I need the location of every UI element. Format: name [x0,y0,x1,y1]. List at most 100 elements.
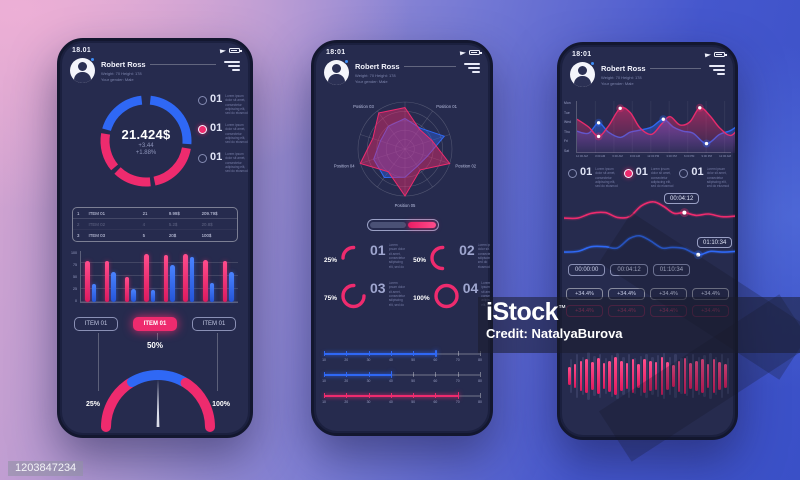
table-row[interactable]: 1 ITEM 01 21 9.99$ 209.79$ [73,208,237,219]
profile-header: Robert Ross Weight: 70 Height: 178 Your g… [324,59,480,85]
option-number: 01 [210,151,223,163]
slider-handle[interactable] [435,350,438,357]
table-cell: 3 [77,233,80,238]
time-chip[interactable]: 00:04:12 [610,264,648,276]
waveform-bar [709,353,712,399]
waveform-bar [700,358,704,394]
progress-bar[interactable] [367,219,439,231]
radio-circle[interactable] [679,169,689,178]
item-number: 01 [370,242,386,258]
weekly-wave-chart: Mon Tue Wed Thu Fri Sat 12:00 AM 3:00 AM 6:00 A… [564,101,735,158]
table-cell: 1 [77,210,80,216]
waveform-bar [660,357,664,395]
waveform-bar [614,356,617,396]
tab-item[interactable]: ITEM 01 [74,317,118,331]
status-time: 18:01 [326,49,346,56]
menu-icon[interactable] [222,58,240,71]
gauge-chart [84,353,232,433]
bar-blue [209,283,215,302]
waveform-bar [685,355,689,397]
table-cell: 209.79$ [201,210,218,216]
table-cell: 100$ [201,233,212,238]
items-table: 1 ITEM 01 21 9.99$ 209.79$ 2 ITEM 02 4 5.2$ 20.8$… [72,207,238,242]
waveform-bar [691,353,695,399]
tab-item[interactable]: ITEM 01 [133,317,177,331]
bar-blue [131,288,136,302]
option-text: Lorem ipsum dolor sit amet, consectetur … [225,123,249,145]
status-time: 18:01 [572,51,592,58]
table-row[interactable]: 2 ITEM 02 4 5.2$ 20.8$ [73,219,237,230]
waveform-bar [568,366,571,386]
slider-group: 10 20 30 40 50 60 70 80 10 20 30 40 50 60 70 80 10 20 30 40… [322,349,482,405]
bar-blue [229,272,234,302]
option-text: Lorem ipsum dolor sit amet, consectetur … [225,152,249,174]
waveform-bar [695,361,698,391]
radio-option[interactable]: 01 Lorem ipsum dolor sit amet, consectetu… [623,167,676,189]
bar-pink [183,253,188,302]
tab-connector [157,333,158,340]
profile-meta: Weight: 70 Height: 178 Your gender: Male [355,73,396,84]
avatar[interactable] [570,62,595,87]
table-row[interactable]: 3 ITEM 03 5 20$ 100$ [73,230,237,241]
time-chip[interactable]: 01:10:34 [652,264,691,276]
menu-icon[interactable] [707,62,725,75]
percent-arc [341,283,366,309]
radio-option[interactable]: 01 Lorem ipsum dolor sit amet, consectetu… [679,167,731,189]
radio-circle[interactable] [198,96,207,105]
time-chip-row: 00:00:00 00:04:12 01:10:34 [568,264,691,276]
waveform-bar [703,354,706,398]
slider[interactable]: 10 20 30 40 50 60 70 80 [322,391,482,405]
item-number: 02 [459,242,475,258]
radio-option[interactable]: 01 Lorem ipsum dolor sit amet, consectetu… [198,123,250,145]
option-text: Lorem ipsum dolor sit amet, consectetur … [225,94,249,116]
menu-icon[interactable] [462,60,480,73]
radio-circle[interactable] [198,125,207,134]
radio-circle[interactable] [198,154,207,163]
waveform-bar [683,358,687,394]
waveform-bar-chart [568,345,729,407]
waveform-bar [616,353,619,399]
waveform-bar [654,362,658,390]
bar-pink [203,259,208,302]
waveform-bar [573,363,577,389]
table-cell: 20$ [168,233,177,238]
avatar[interactable] [324,60,349,85]
waveform-bar [570,358,573,394]
time-chip[interactable]: 00:00:00 [568,264,606,276]
tab-item[interactable]: ITEM 01 [192,317,236,331]
slider-handle[interactable] [457,392,460,399]
bar-pink [222,261,228,302]
waveform-bar [714,356,718,396]
waveform-bar [581,357,584,395]
percent-arc [430,245,455,271]
online-badge [344,59,349,64]
item-text: Lorem ipsum dolor sit amet, consectetur … [388,281,406,307]
waveform-bar [575,354,579,398]
slider-handle[interactable] [390,371,393,378]
radio-circle[interactable] [568,169,577,178]
radio-option[interactable]: 01 Lorem ipsum dolor sit amet, consectetu… [198,94,250,116]
option-list: 01 Lorem ipsum dolor sit amet, consectetu… [198,94,250,174]
svg-text:Position 04: Position 04 [334,163,355,168]
slider[interactable]: 10 20 30 40 50 60 70 80 [322,370,482,384]
tab-connector [217,333,218,391]
avatar[interactable] [70,58,95,83]
item-text: Lorem ipsum dolor sit amet, consectetur … [477,243,493,269]
waveform-bar [631,358,635,394]
svg-text:Position 05: Position 05 [395,203,416,208]
radio-option[interactable]: 01 Lorem ipsum dolor sit amet, consectetu… [198,152,250,174]
waveform-bar [643,358,646,394]
waveform-bar [633,358,637,394]
gauge-left-label: 25% [86,401,101,408]
profile-name: Robert Ross [601,64,646,73]
waveform-bar [645,353,648,399]
status-bar: 18:01 [572,51,727,58]
battery-icon [229,47,242,54]
radio-circle[interactable] [623,169,633,178]
waveform-bar [620,361,623,391]
svg-text:Position 01: Position 01 [436,104,457,109]
slider[interactable]: 10 20 30 40 50 60 70 80 [322,349,482,363]
radio-option[interactable]: 01 Lorem ipsum dolor sit amet, consectetu… [568,167,620,189]
waveform-bar [637,364,640,388]
waveform-bar [587,352,590,400]
